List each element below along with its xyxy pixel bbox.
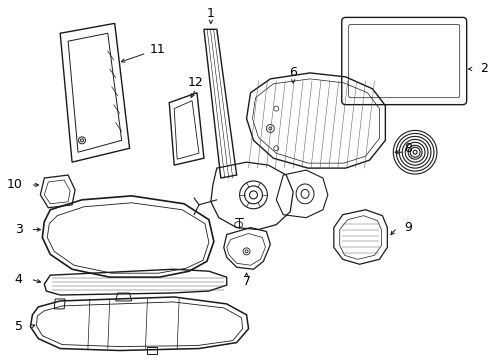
Text: 4: 4 [15,273,22,285]
Text: 2: 2 [480,62,488,76]
Text: 9: 9 [404,221,411,234]
Text: 7: 7 [242,275,250,288]
Text: 6: 6 [288,67,297,80]
Text: 12: 12 [188,76,203,89]
Text: 11: 11 [149,42,165,56]
Text: 10: 10 [7,179,22,192]
Text: 1: 1 [206,7,214,20]
Text: 3: 3 [15,223,22,236]
Text: 5: 5 [15,320,22,333]
Text: 8: 8 [403,142,411,155]
